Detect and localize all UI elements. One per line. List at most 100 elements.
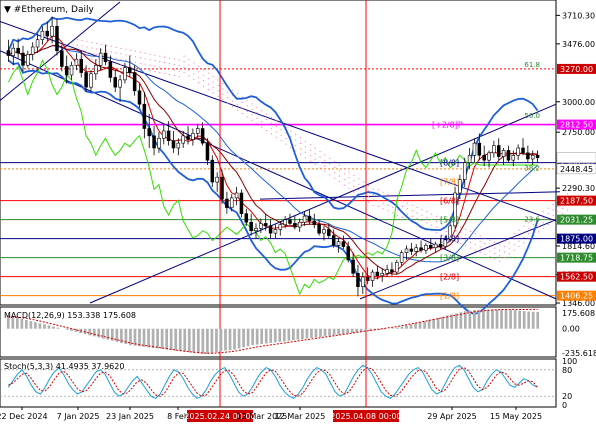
candle-up [399, 252, 404, 263]
candle-up [162, 130, 166, 139]
ichimoku-dot [304, 157, 307, 159]
ichimoku-dot [96, 48, 98, 50]
candle-down [312, 220, 317, 225]
ichimoku-dot [217, 79, 219, 81]
ichimoku-dot [489, 245, 491, 247]
candle-up [530, 154, 535, 160]
bollinger-upper [7, 16, 539, 231]
ichimoku-dot [484, 248, 486, 250]
ichimoku-dot [518, 245, 520, 248]
candle-down [496, 145, 501, 157]
candle-down [307, 215, 312, 222]
ichimoku-dot [173, 74, 175, 77]
ichimoku-dot [207, 78, 209, 80]
candle-down [60, 50, 64, 67]
murrey-label: [+2/8]P [432, 121, 463, 130]
ichimoku-dot [251, 114, 253, 116]
price-axis-label: 3000.00 [562, 98, 595, 107]
macd-axis-label: 175.608 [562, 309, 595, 318]
ichimoku-dot [164, 72, 166, 75]
candle-down [132, 72, 137, 92]
ichimoku-dot [518, 234, 520, 237]
murrey-label: [7/8] [440, 178, 459, 187]
ichimoku-dot [168, 62, 171, 65]
candle-up [453, 192, 457, 227]
ichimoku-dot [333, 177, 336, 179]
ichimoku-dot [358, 183, 360, 185]
ichimoku-dot [130, 60, 132, 62]
macd-axis-label: -235.618 [562, 349, 596, 358]
candle-down [108, 61, 113, 78]
stoch-axis-label: 80 [562, 366, 572, 375]
price-axis-label: 3710.30 [562, 11, 595, 20]
ichimoku-dot [566, 193, 569, 195]
candle-down [268, 225, 273, 234]
ichimoku-dot [523, 242, 525, 244]
date-highlight-box [187, 410, 253, 422]
ichimoku-dot [139, 51, 141, 53]
candle-up [191, 133, 195, 140]
ichimoku-dot [314, 152, 316, 155]
candle-up [74, 58, 79, 66]
ichimoku-dot [188, 64, 190, 66]
ichimoku-dot [139, 57, 141, 59]
ichimoku-dot [455, 235, 457, 237]
candle-down [166, 130, 171, 141]
ichimoku-dot [139, 62, 141, 64]
ichimoku-dot [542, 216, 544, 218]
ichimoku-dot [363, 198, 365, 200]
ichimoku-dot [353, 174, 355, 176]
price-level-box [557, 119, 596, 130]
ichimoku-dot [120, 58, 122, 60]
price-level-label: 3270.00 [560, 65, 593, 74]
ichimoku-dot [367, 184, 370, 187]
ichimoku-dot [329, 174, 331, 176]
ichimoku-dot [236, 93, 239, 95]
candle-down [293, 223, 297, 228]
ichimoku-dot [105, 44, 107, 47]
ichimoku-dot [178, 64, 180, 67]
ichimoku-dot [460, 232, 462, 234]
ichimoku-dot [499, 244, 501, 246]
candle-up [516, 147, 520, 156]
price-level-box [557, 290, 596, 301]
price-axis-label: 2750.00 [562, 128, 595, 137]
ichimoku-dot [290, 130, 292, 132]
stoch-k-line [7, 364, 538, 400]
ichimoku-dot [421, 209, 423, 211]
candle-down [288, 219, 292, 224]
ichimoku-dot [144, 69, 146, 71]
ichimoku-dot [198, 82, 200, 84]
ichimoku-dot [295, 139, 297, 141]
price-level-label: 2500.00 [560, 159, 593, 168]
ichimoku-dot [319, 161, 321, 164]
ichimoku-dot [309, 149, 311, 151]
ichimoku-dot [125, 48, 127, 50]
ichimoku-dot [280, 140, 282, 142]
ichimoku-dot [343, 184, 345, 186]
ichimoku-dot [319, 156, 321, 158]
ichimoku-dot [406, 213, 408, 215]
date-label: 12 Mar 2025 [275, 412, 326, 421]
ichimoku-dot [265, 129, 268, 132]
ichimoku-dot [387, 204, 389, 206]
date-highlight-box [333, 410, 399, 422]
candle-down [263, 223, 268, 227]
ichimoku-dot [542, 227, 544, 229]
ichimoku-dot [363, 187, 365, 189]
ichimoku-dot [566, 209, 569, 211]
candle-up [11, 47, 16, 56]
ichimoku-dot [202, 85, 205, 87]
candle-up [94, 64, 98, 75]
candle-down [45, 30, 50, 37]
ichimoku-dot [518, 240, 520, 242]
price-level-label: 2187.50 [560, 197, 593, 206]
ichimoku-dot [392, 195, 394, 198]
ichimoku-dot [295, 144, 297, 147]
ichimoku-dot [270, 116, 273, 119]
murrey-label: [4/8] [440, 235, 459, 244]
